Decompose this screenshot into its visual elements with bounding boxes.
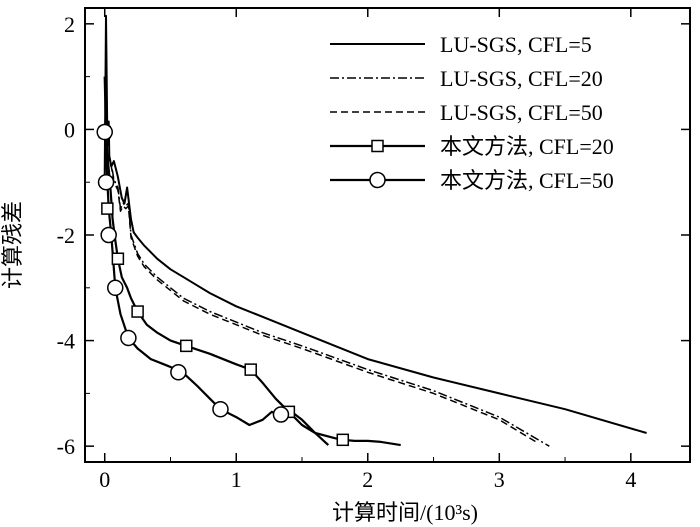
legend-label: LU-SGS, CFL=20 xyxy=(440,66,603,91)
x-tick-label: 4 xyxy=(625,467,636,492)
legend-square-marker xyxy=(371,139,384,153)
x-tick-label: 0 xyxy=(99,467,110,492)
circle-marker xyxy=(120,329,137,347)
legend-label: LU-SGS, CFL=50 xyxy=(440,100,603,125)
series-line xyxy=(103,76,401,447)
series-line xyxy=(103,96,540,445)
y-tick-label: 2 xyxy=(64,12,75,37)
circle-marker xyxy=(96,123,113,141)
series-line xyxy=(103,132,330,446)
circle-marker xyxy=(212,400,229,418)
square-marker xyxy=(336,433,350,447)
square-marker xyxy=(101,202,114,215)
circle-marker xyxy=(170,364,187,381)
x-tick-label: 2 xyxy=(362,467,373,492)
y-axis-label: 计算残差 xyxy=(0,201,25,289)
square-marker xyxy=(244,363,257,376)
legend-label: 本文方法, CFL=20 xyxy=(440,134,614,159)
series-markers xyxy=(96,123,350,447)
circle-marker xyxy=(100,226,117,244)
x-axis-label: 计算时间/(10³s) xyxy=(332,500,478,525)
circle-marker xyxy=(107,279,124,297)
legend: LU-SGS, CFL=5 LU-SGS, CFL=20 LU-SGS, CFL=5… xyxy=(330,32,614,193)
legend-label: LU-SGS, CFL=5 xyxy=(440,32,592,57)
x-tick-label: 3 xyxy=(494,467,505,492)
legend-label: 本文方法, CFL=50 xyxy=(440,168,614,193)
circle-marker xyxy=(272,406,290,423)
series-line xyxy=(103,86,550,447)
legend-circle-marker xyxy=(369,171,386,189)
y-tick-label: -2 xyxy=(57,223,75,248)
axis-ticks: 0 1 2 3 4 2 0 -2 -4 -6 xyxy=(57,8,690,492)
y-tick-label: -6 xyxy=(57,434,75,459)
y-tick-label: -4 xyxy=(57,329,75,354)
square-marker xyxy=(180,339,193,353)
y-tick-label: 0 xyxy=(64,117,75,142)
square-marker xyxy=(131,305,144,318)
circle-marker xyxy=(97,173,115,191)
x-tick-label: 1 xyxy=(231,467,242,492)
square-marker xyxy=(111,252,125,266)
